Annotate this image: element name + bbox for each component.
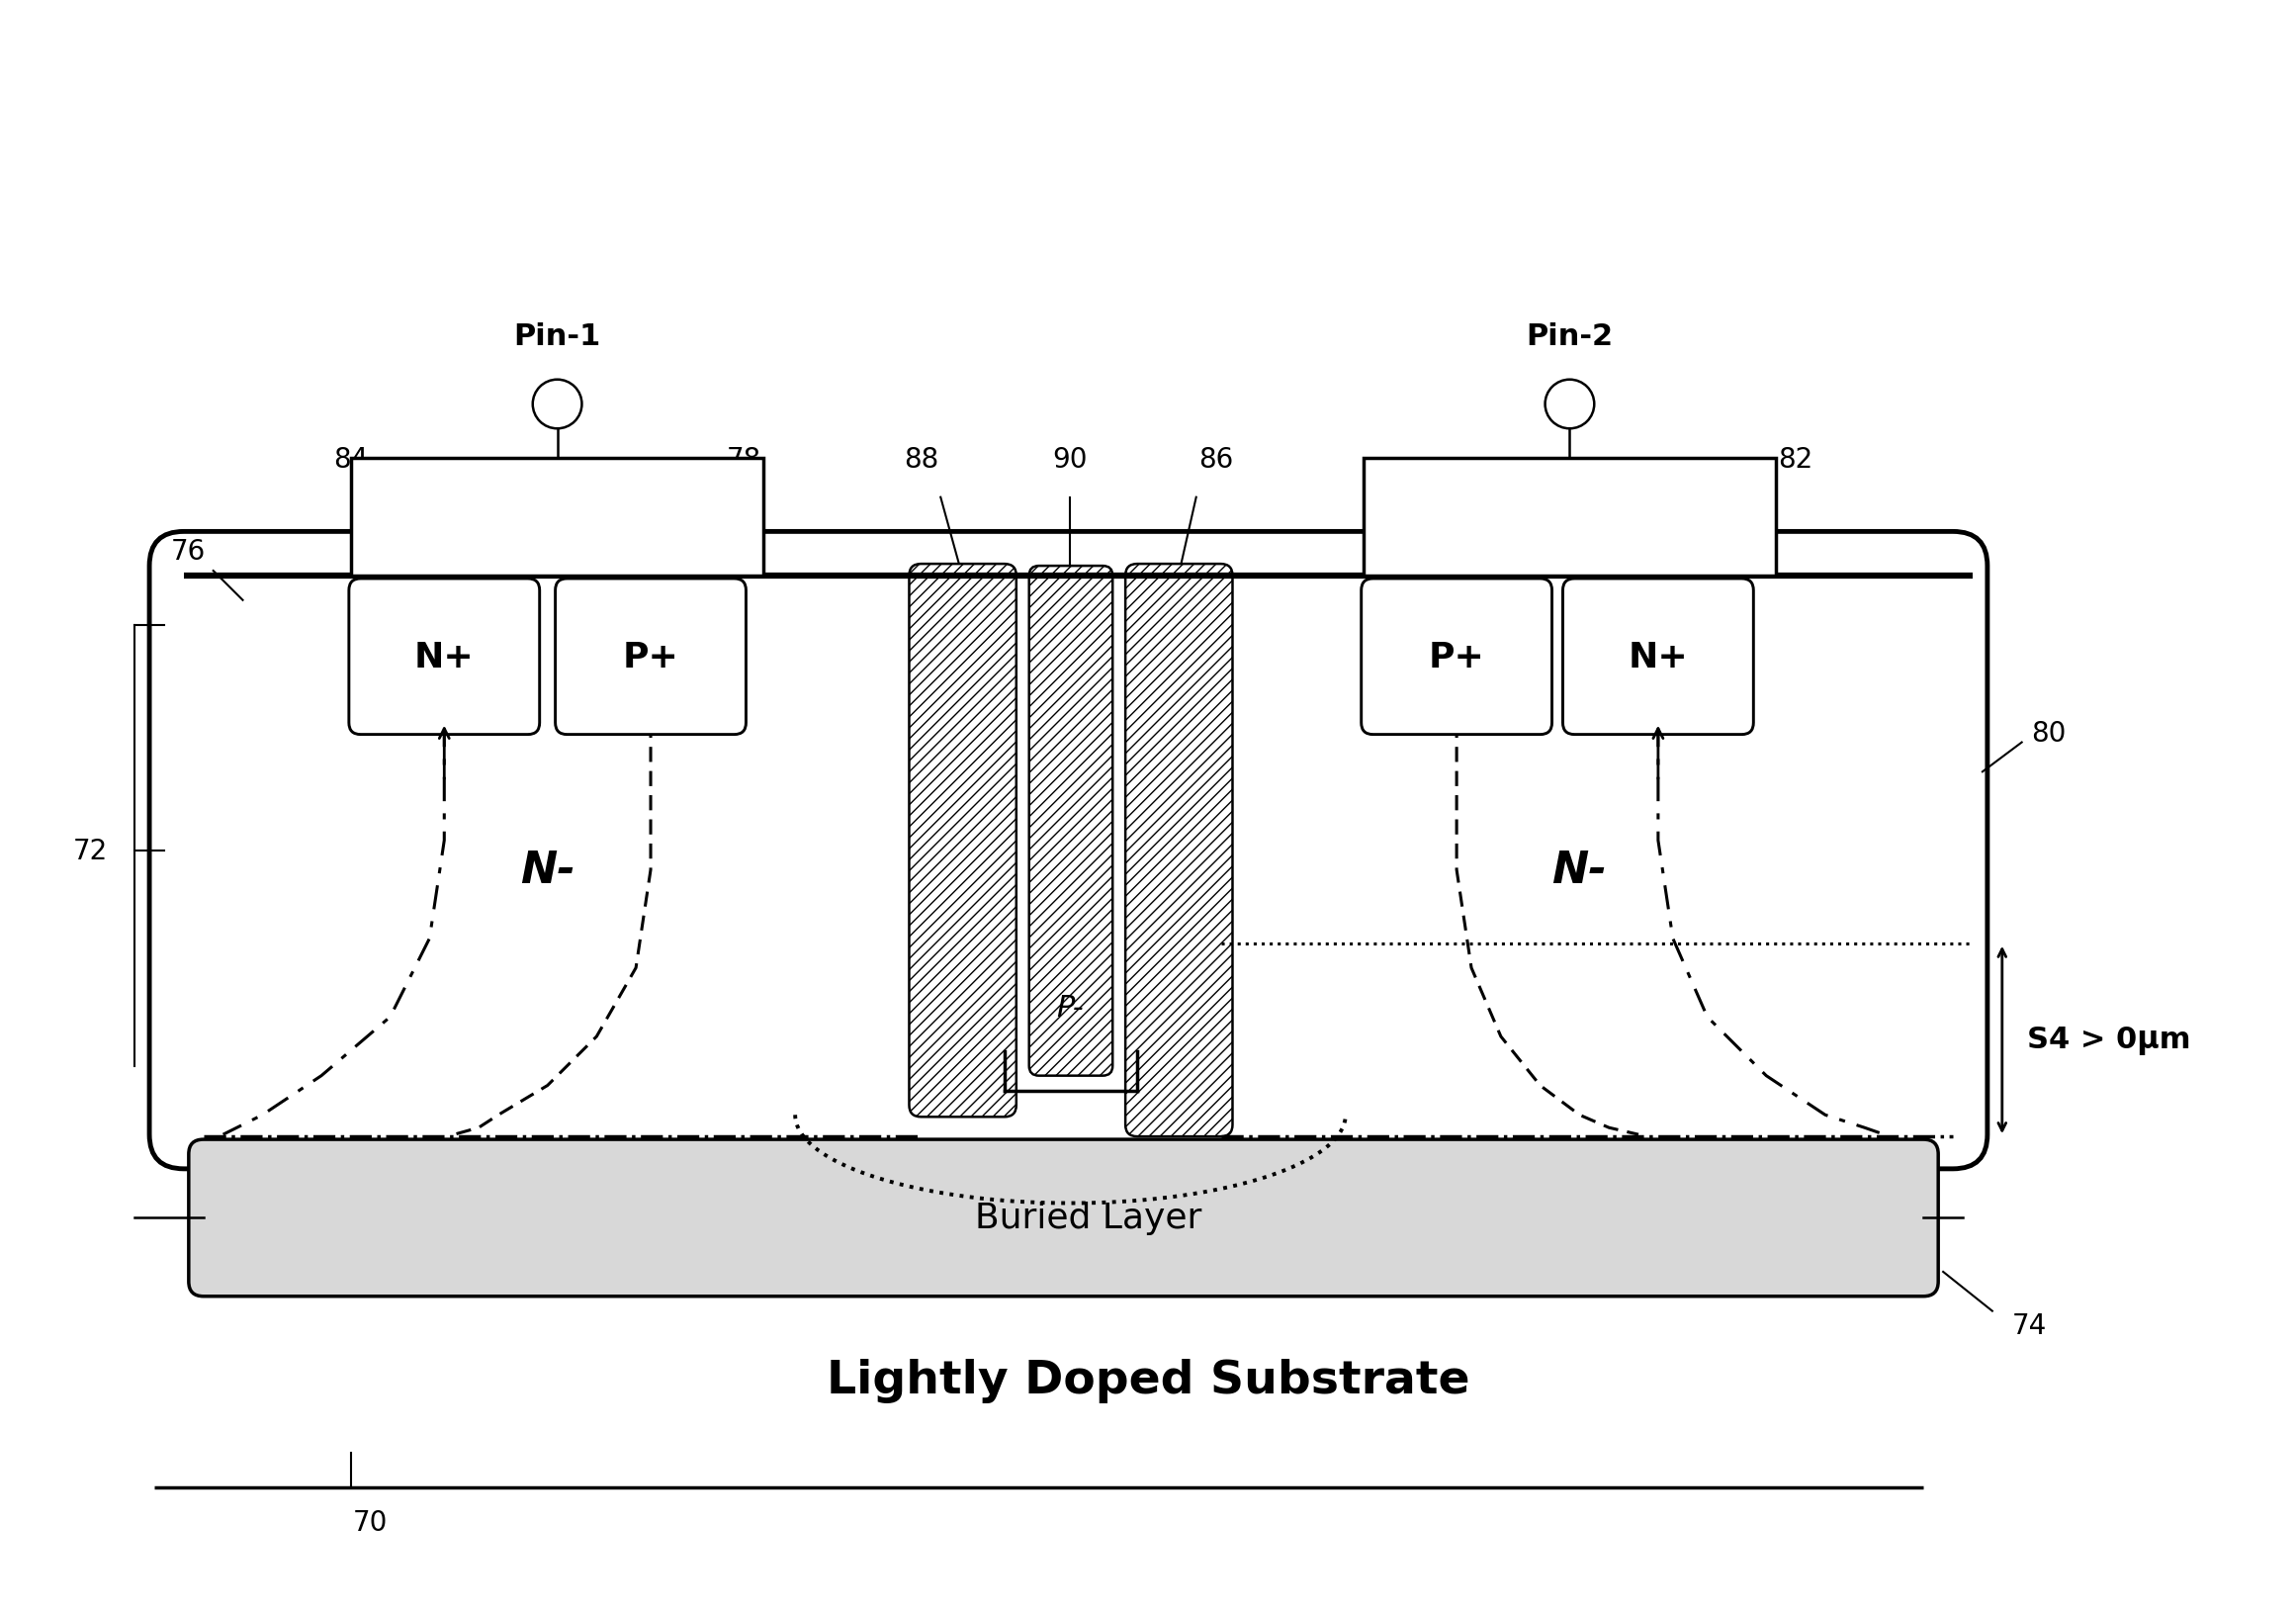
FancyBboxPatch shape <box>349 579 540 735</box>
Text: 70: 70 <box>354 1507 388 1536</box>
Text: P+: P+ <box>1428 640 1486 674</box>
Text: Pin-2: Pin-2 <box>1527 322 1614 351</box>
Bar <box>351 458 765 575</box>
Text: P+: P+ <box>622 640 680 674</box>
Text: 86: 86 <box>1199 445 1233 474</box>
Text: N+: N+ <box>413 640 475 674</box>
Text: N-: N- <box>519 850 574 891</box>
FancyBboxPatch shape <box>909 564 1017 1117</box>
Text: N-: N- <box>1552 850 1607 891</box>
Text: Buried Layer: Buried Layer <box>974 1201 1201 1235</box>
FancyBboxPatch shape <box>188 1140 1938 1296</box>
Text: 76: 76 <box>172 538 207 566</box>
FancyBboxPatch shape <box>1362 579 1552 735</box>
Text: 78: 78 <box>726 445 762 474</box>
Bar <box>1364 458 1777 575</box>
FancyBboxPatch shape <box>1125 564 1233 1136</box>
FancyBboxPatch shape <box>1029 566 1114 1075</box>
FancyBboxPatch shape <box>556 579 746 735</box>
FancyBboxPatch shape <box>149 532 1988 1169</box>
Text: N+: N+ <box>1628 640 1688 674</box>
Text: 72: 72 <box>73 837 108 864</box>
Text: 74: 74 <box>2011 1312 2046 1340</box>
Text: P-: P- <box>1056 993 1084 1022</box>
Text: S4 > 0μm: S4 > 0μm <box>2027 1025 2190 1054</box>
Text: 84: 84 <box>333 445 367 474</box>
Text: Pin-1: Pin-1 <box>514 322 602 351</box>
FancyBboxPatch shape <box>1564 579 1754 735</box>
Text: 90: 90 <box>1054 445 1088 474</box>
Text: Lightly Doped Substrate: Lightly Doped Substrate <box>827 1357 1469 1402</box>
Text: 88: 88 <box>905 445 939 474</box>
Text: 80: 80 <box>2032 719 2066 746</box>
Text: 82: 82 <box>1779 445 1814 474</box>
